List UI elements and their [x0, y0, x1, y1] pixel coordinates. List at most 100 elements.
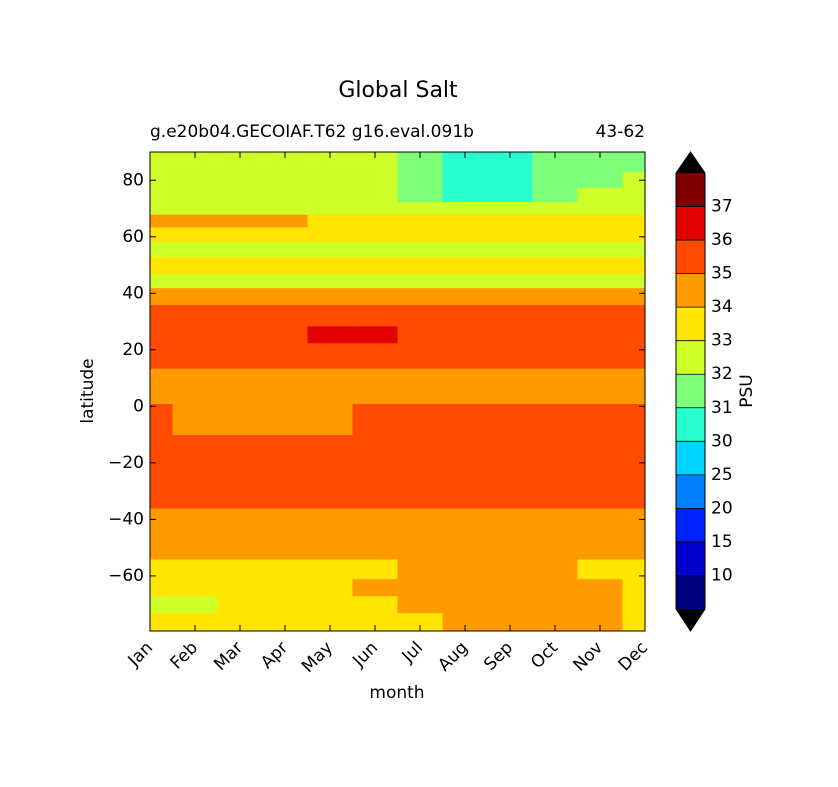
contour-cell: [622, 508, 646, 537]
contour-cell: [442, 152, 488, 173]
contour-cell: [307, 536, 353, 560]
colorbar-segment: [676, 173, 705, 207]
colorbar-extend-low: [676, 609, 705, 631]
x-tick-label: Nov: [569, 638, 607, 676]
contour-cell: [622, 578, 646, 597]
y-tick-label: 80: [122, 170, 144, 190]
contour-cell: [532, 304, 578, 327]
contour-cell: [577, 287, 623, 306]
contour-cell: [577, 241, 623, 258]
contour-cell: [352, 469, 398, 509]
contour-cell: [172, 342, 218, 369]
contour-cell: [532, 273, 578, 289]
contour-cell: [262, 256, 308, 275]
contour-cell: [352, 368, 398, 405]
contour-cell: [487, 403, 533, 436]
subtitle-right: 43-62: [596, 122, 645, 142]
contour-cell: [217, 368, 263, 405]
contour-cell: [217, 612, 263, 632]
contour-cell: [307, 152, 353, 173]
contour-cell: [150, 304, 173, 327]
contour-cell: [150, 273, 173, 289]
contour-cell: [442, 368, 488, 405]
contour-cell: [577, 434, 623, 471]
contour-cell: [622, 434, 646, 471]
contour-cell: [622, 201, 646, 215]
contour-cell: [150, 256, 173, 275]
contour-cell: [307, 171, 353, 188]
contour-cell: [352, 241, 398, 258]
contour-cell: [532, 469, 578, 509]
contour-cell: [307, 201, 353, 215]
contour-cell: [150, 287, 173, 306]
contour-cell: [172, 214, 218, 228]
contour-cell: [262, 187, 308, 202]
contour-cell: [150, 325, 173, 344]
contour-cell: [150, 508, 173, 537]
contour-cell: [487, 152, 533, 173]
colorbar-extend-high: [676, 152, 705, 173]
contour-cell: [397, 368, 443, 405]
colorbar-tick-label: 25: [711, 465, 733, 485]
contour-cell: [532, 201, 578, 215]
x-tick-label: Aug: [434, 638, 472, 676]
contour-cell: [307, 287, 353, 306]
contour-cell: [150, 403, 173, 436]
contour-cell: [307, 469, 353, 509]
contour-cell: [397, 201, 443, 215]
contour-cell: [487, 612, 533, 632]
contour-cell: [532, 434, 578, 471]
contour-cell: [577, 226, 623, 242]
contour-cell: [577, 152, 623, 173]
contour-cell: [487, 171, 533, 188]
contour-cell: [352, 187, 398, 202]
x-tick-label: Jun: [348, 638, 382, 672]
colorbar-segment: [676, 374, 705, 409]
contour-cell: [487, 214, 533, 228]
x-tick-label: May: [298, 638, 337, 677]
contour-cell: [577, 256, 623, 275]
contour-cell: [397, 558, 443, 580]
contour-cell: [622, 558, 646, 580]
contour-cell: [217, 325, 263, 344]
contour-cell: [397, 578, 443, 597]
contour-cell: [217, 536, 263, 560]
contour-cell: [532, 558, 578, 580]
contour-cell: [150, 536, 173, 560]
contour-cell: [577, 304, 623, 327]
contour-cell: [172, 304, 218, 327]
contour-cell: [307, 578, 353, 597]
contour-cell: [622, 403, 646, 436]
y-tick-label: −40: [108, 509, 144, 529]
contour-cell: [217, 152, 263, 173]
x-tick-label: Dec: [615, 638, 652, 675]
contour-cell: [622, 595, 646, 614]
contour-cell: [150, 171, 173, 188]
contour-cell: [622, 256, 646, 275]
subtitle-left: g.e20b04.GECOIAF.T62 g16.eval.091b: [150, 122, 474, 142]
contour-cell: [442, 226, 488, 242]
contour-cell: [150, 152, 173, 173]
colorbar-segment: [676, 575, 705, 610]
contour-cell: [262, 469, 308, 509]
contour-cell: [172, 508, 218, 537]
y-tick-label: 0: [133, 396, 144, 416]
contour-cell: [442, 403, 488, 436]
contour-cell: [352, 325, 398, 344]
contour-cell: [150, 612, 173, 632]
contour-cell: [622, 469, 646, 509]
contour-cell: [577, 342, 623, 369]
contour-cell: [622, 368, 646, 405]
contour-cell: [487, 536, 533, 560]
contour-cell: [172, 171, 218, 188]
contour-cell: [487, 226, 533, 242]
contour-cell: [217, 304, 263, 327]
contour-cell: [307, 241, 353, 258]
contour-cell: [397, 187, 443, 202]
plot-frame: [149, 151, 646, 632]
contour-cell: [172, 612, 218, 632]
colorbar-tick-label: 32: [711, 364, 733, 384]
contour-cell: [217, 256, 263, 275]
contour-cell: [442, 434, 488, 471]
contour-cell: [487, 241, 533, 258]
